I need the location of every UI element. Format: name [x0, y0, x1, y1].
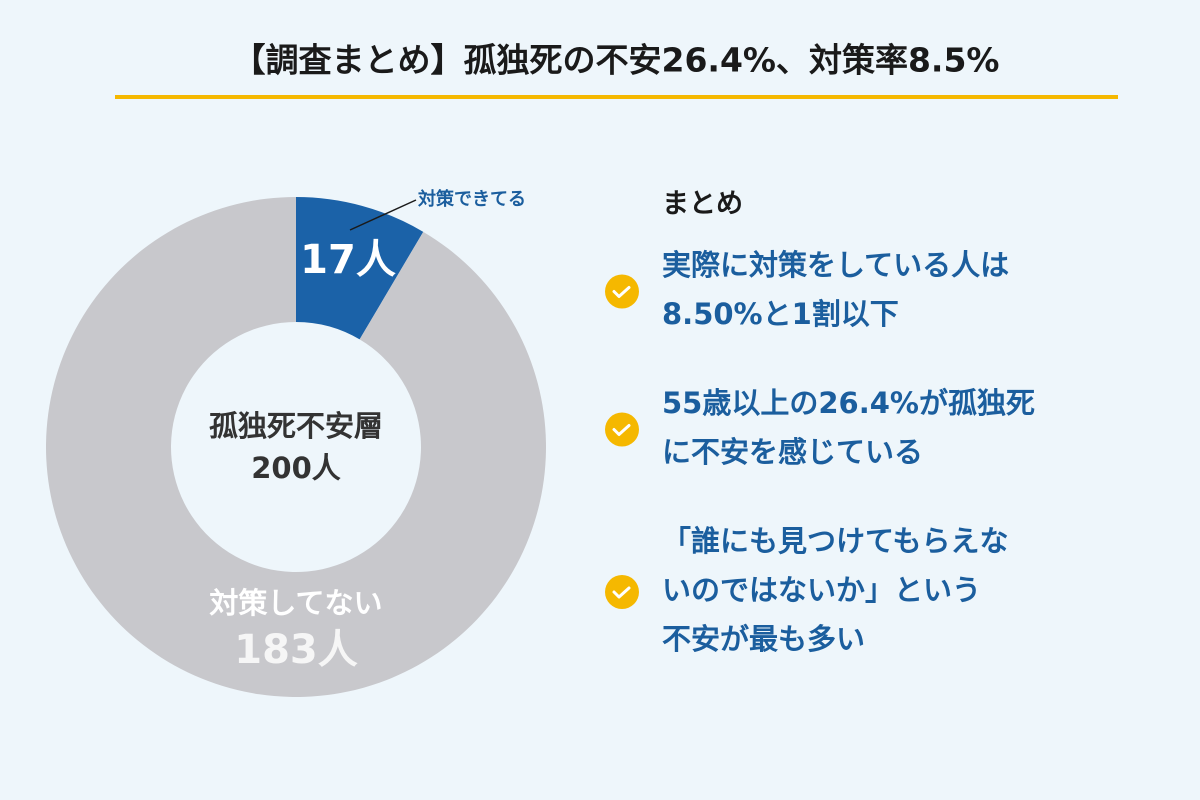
check-mark: [612, 286, 631, 298]
summary-text: いのではないか」という: [662, 573, 981, 607]
check-icon: [605, 412, 639, 447]
check-icon: [605, 575, 639, 609]
summary-text: 不安が最も多い: [662, 622, 865, 656]
value-label: 17人: [300, 237, 396, 283]
title-underline: [115, 95, 1118, 99]
check-mark: [612, 586, 631, 599]
category-label: 対策できてる: [417, 188, 526, 210]
category-label: 対策してない: [209, 586, 382, 620]
summary-heading: まとめ: [662, 189, 743, 220]
leader-line: [349, 199, 417, 231]
check-mark: [612, 424, 631, 436]
summary-text: に不安を感じている: [662, 435, 923, 469]
summary-text: 55歳以上の26.4%が孤独死: [662, 386, 1035, 420]
center-label: 200人: [251, 451, 341, 485]
summary-text: 実際に対策をしている人は: [662, 248, 1009, 282]
summary-text: 8.50%と1割以下: [662, 297, 899, 331]
value-label: 183人: [234, 627, 358, 673]
donut-segment: [296, 197, 424, 340]
chart-title: 【調査まとめ】孤独死の不安26.4%、対策率8.5%: [232, 41, 999, 80]
check-icon: [605, 274, 639, 309]
summary-list: 実際に対策をしている人は 8.50%と1割以下 55歳以上の26.4%が孤独死に不安…: [605, 248, 1035, 656]
summary-text: 「誰にも見つけてもらえな: [662, 524, 1009, 558]
center-label: 孤独死不安層: [209, 409, 383, 443]
donut-segment: [45, 197, 547, 698]
